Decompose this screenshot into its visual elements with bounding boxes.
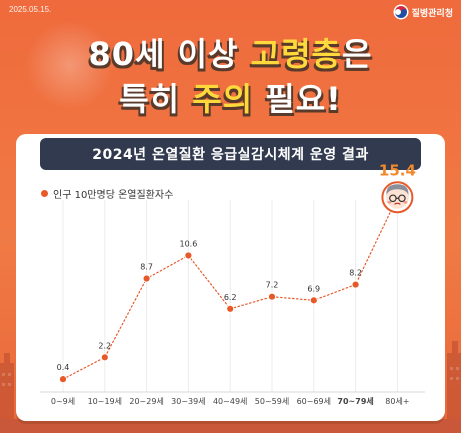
data-label: 8.7 [140, 263, 153, 272]
chart-legend: 인구 10만명당 온열질환자수 [41, 186, 173, 201]
data-point [184, 251, 193, 260]
chart-title: 2024년 온열질환 응급실감시체계 운영 결과 [40, 138, 421, 170]
agency-logo: 질병관리청 [393, 4, 453, 20]
headline-line-1: 80세 이상 고령층은 [88, 35, 373, 73]
data-point [309, 296, 318, 305]
date-label: 2025.05.15. [9, 5, 52, 14]
x-tick-label: 60~69세 [297, 397, 331, 406]
x-tick-label: 30~39세 [171, 397, 205, 406]
x-tick-label: 20~29세 [129, 397, 163, 406]
legend-marker [41, 190, 48, 197]
x-tick-label: 50~59세 [255, 397, 289, 406]
data-label: 8.2 [349, 269, 362, 278]
x-tick-label: 40~49세 [213, 397, 247, 406]
data-point [100, 353, 109, 362]
x-tick-label: 70~79세 [337, 396, 373, 406]
data-label: 6.9 [307, 284, 320, 293]
data-label: 2.2 [98, 341, 111, 350]
data-label: 0.4 [57, 363, 70, 372]
data-label: 10.6 [179, 239, 197, 248]
city-skyline [0, 341, 461, 433]
data-point [58, 375, 68, 384]
x-tick-label: 0~9세 [51, 397, 75, 406]
headline-line-2: 특히 주의 필요! [119, 80, 342, 118]
x-tick-label: 80세+ [385, 397, 409, 406]
data-point [142, 274, 151, 283]
sun-glow [25, 20, 115, 110]
x-tick-label: 10~19세 [88, 397, 122, 406]
legend-label: 인구 10만명당 온열질환자수 [53, 190, 174, 201]
data-label: 7.2 [266, 281, 279, 290]
data-label-highlight: 15.4 [379, 161, 416, 179]
agency-name: 질병관리청 [411, 8, 453, 19]
data-point [351, 280, 360, 289]
data-label: 6.2 [224, 293, 237, 302]
taegeuk-icon [393, 4, 409, 20]
ground-strip [0, 419, 461, 433]
data-point [226, 304, 235, 313]
data-point [267, 292, 277, 301]
elderly-face-icon [381, 181, 414, 214]
